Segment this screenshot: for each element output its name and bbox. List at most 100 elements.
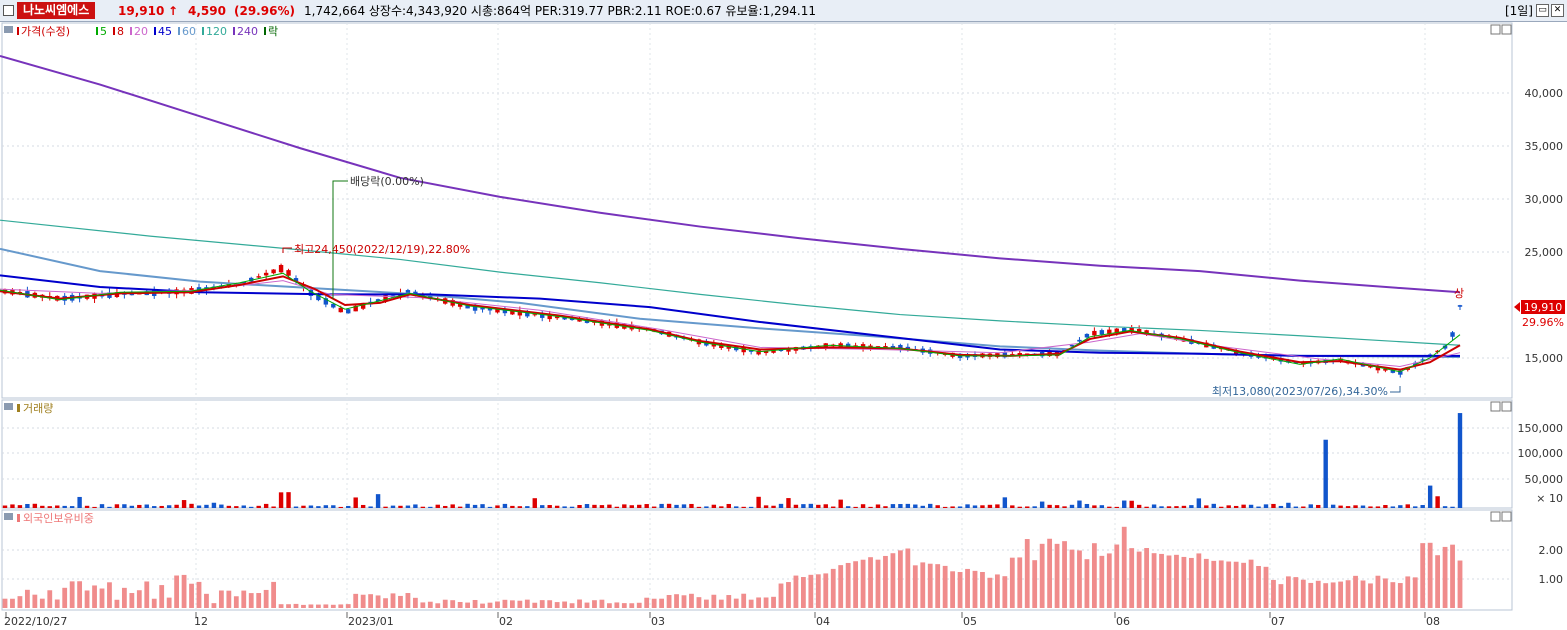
volume-bar: [69, 506, 75, 508]
volume-bar: [234, 506, 239, 508]
foreign-ratio-bar: [629, 603, 635, 608]
x-tick: 12: [194, 615, 208, 628]
foreign-ratio-bar: [301, 604, 306, 608]
volume-bar: [1219, 506, 1224, 508]
foreign-ratio-bar: [278, 604, 284, 608]
legend-swatch: [233, 27, 235, 35]
foreign-ratio-bar: [457, 601, 463, 608]
candle-body: [323, 298, 329, 305]
foreign-ratio-bar: [286, 604, 291, 608]
volume-bar: [144, 504, 149, 508]
candle-body: [1368, 365, 1373, 368]
volume-bar: [920, 505, 925, 508]
volume-bar: [808, 503, 814, 508]
y-tick: 35,000: [1525, 140, 1564, 153]
volume-bar: [696, 506, 702, 508]
candle-body: [1398, 370, 1403, 375]
volume-bar: [114, 504, 120, 508]
foreign-ratio-bar: [1017, 557, 1023, 608]
foreign-ratio-bar: [674, 594, 679, 608]
volume-bar: [637, 504, 642, 508]
maximize-icon: [1490, 24, 1501, 35]
volume-bar: [510, 505, 515, 508]
foreign-ratio-bar: [129, 593, 135, 608]
candle-body: [1413, 362, 1418, 366]
foreign-ratio-bar: [883, 555, 888, 608]
close-icon[interactable]: ✕: [1551, 4, 1564, 17]
foreign-ratio-bar: [136, 590, 142, 608]
volume-bar: [1435, 496, 1440, 508]
candle-body: [375, 299, 381, 302]
foreign-ratio-bar: [1278, 584, 1284, 608]
dividend-label: 배당락(0.00%): [350, 175, 424, 188]
volume-bar: [674, 504, 679, 508]
foreign-ratio-bar: [621, 603, 627, 608]
candle-body: [860, 344, 866, 349]
foreign-ratio-bar: [1315, 580, 1321, 608]
volume-bar: [816, 504, 821, 508]
legend-swatch: [178, 27, 180, 35]
foreign-ratio-bar: [1032, 560, 1038, 608]
volume-bar: [92, 506, 97, 508]
volume-bar: [1114, 506, 1119, 508]
candle-body: [383, 295, 388, 302]
ma5-line: [0, 272, 1461, 373]
candle-body: [480, 307, 485, 310]
volume-bar: [1286, 502, 1291, 508]
volume-bars: [2, 413, 1463, 508]
foreign-ratio-bar: [1375, 575, 1381, 608]
volume-bar: [10, 504, 15, 508]
foreign-ratio-bar: [420, 602, 426, 608]
legend-swatch: [130, 27, 132, 35]
volume-bar: [398, 505, 403, 508]
close-icon: [1501, 511, 1512, 522]
stock-name-badge[interactable]: 나노씨엠에스: [17, 2, 96, 19]
foreign-ratio-bar: [502, 599, 508, 608]
volume-bar: [1196, 498, 1202, 508]
foreign-ratio-bar: [1069, 549, 1075, 608]
volume-bar: [495, 505, 500, 508]
volume-bar: [189, 503, 194, 508]
select-checkbox[interactable]: [3, 5, 14, 16]
foreign-ratio-bar: [1039, 543, 1045, 608]
foreign-ratio-bar: [114, 599, 120, 608]
foreign-ratio-bar: [793, 575, 799, 608]
candle-body: [510, 309, 515, 315]
volume-bar: [443, 505, 448, 508]
foreign-ratio-bar: [1099, 555, 1105, 608]
foreign-ratio-bar: [1136, 551, 1142, 608]
foreign-ratio-bar: [1077, 550, 1082, 608]
volume-bar: [271, 506, 276, 508]
volume-bar: [450, 504, 455, 508]
moving-average-lines: [0, 54, 1461, 373]
candle-body: [1375, 365, 1381, 371]
volume-bar: [62, 505, 67, 508]
candle-body: [883, 346, 888, 348]
candle-body: [1420, 359, 1425, 361]
volume-panel-title: 거래량: [23, 402, 53, 415]
volume-bar: [689, 503, 694, 508]
x-tick: 08: [1426, 615, 1440, 628]
candle-body: [868, 345, 873, 348]
volume-bar: [868, 506, 873, 508]
volume-bar: [1390, 506, 1396, 508]
foreign-ratio-bar: [935, 564, 941, 608]
volume-bar: [1047, 504, 1052, 508]
foreign-ratio-bar: [256, 593, 262, 608]
volume-bar: [1450, 506, 1455, 508]
foreign-ratio-bar: [1226, 561, 1232, 608]
volume-bar: [1129, 500, 1134, 508]
foreign-ratio-bar: [920, 562, 926, 608]
y-tick: 25,000: [1525, 246, 1564, 259]
foreign-ratio-bar: [1420, 543, 1426, 608]
restore-icon[interactable]: ▭: [1536, 4, 1549, 17]
period-selector[interactable]: [1일]: [1504, 4, 1533, 18]
volume-bar: [1398, 505, 1403, 508]
volume-bar: [1278, 505, 1284, 508]
legend-swatch: [264, 27, 266, 35]
volume-bar: [1360, 505, 1366, 508]
foreign-ratio-bar: [800, 577, 806, 608]
candle-body: [562, 317, 567, 320]
candle-body: [293, 278, 299, 282]
